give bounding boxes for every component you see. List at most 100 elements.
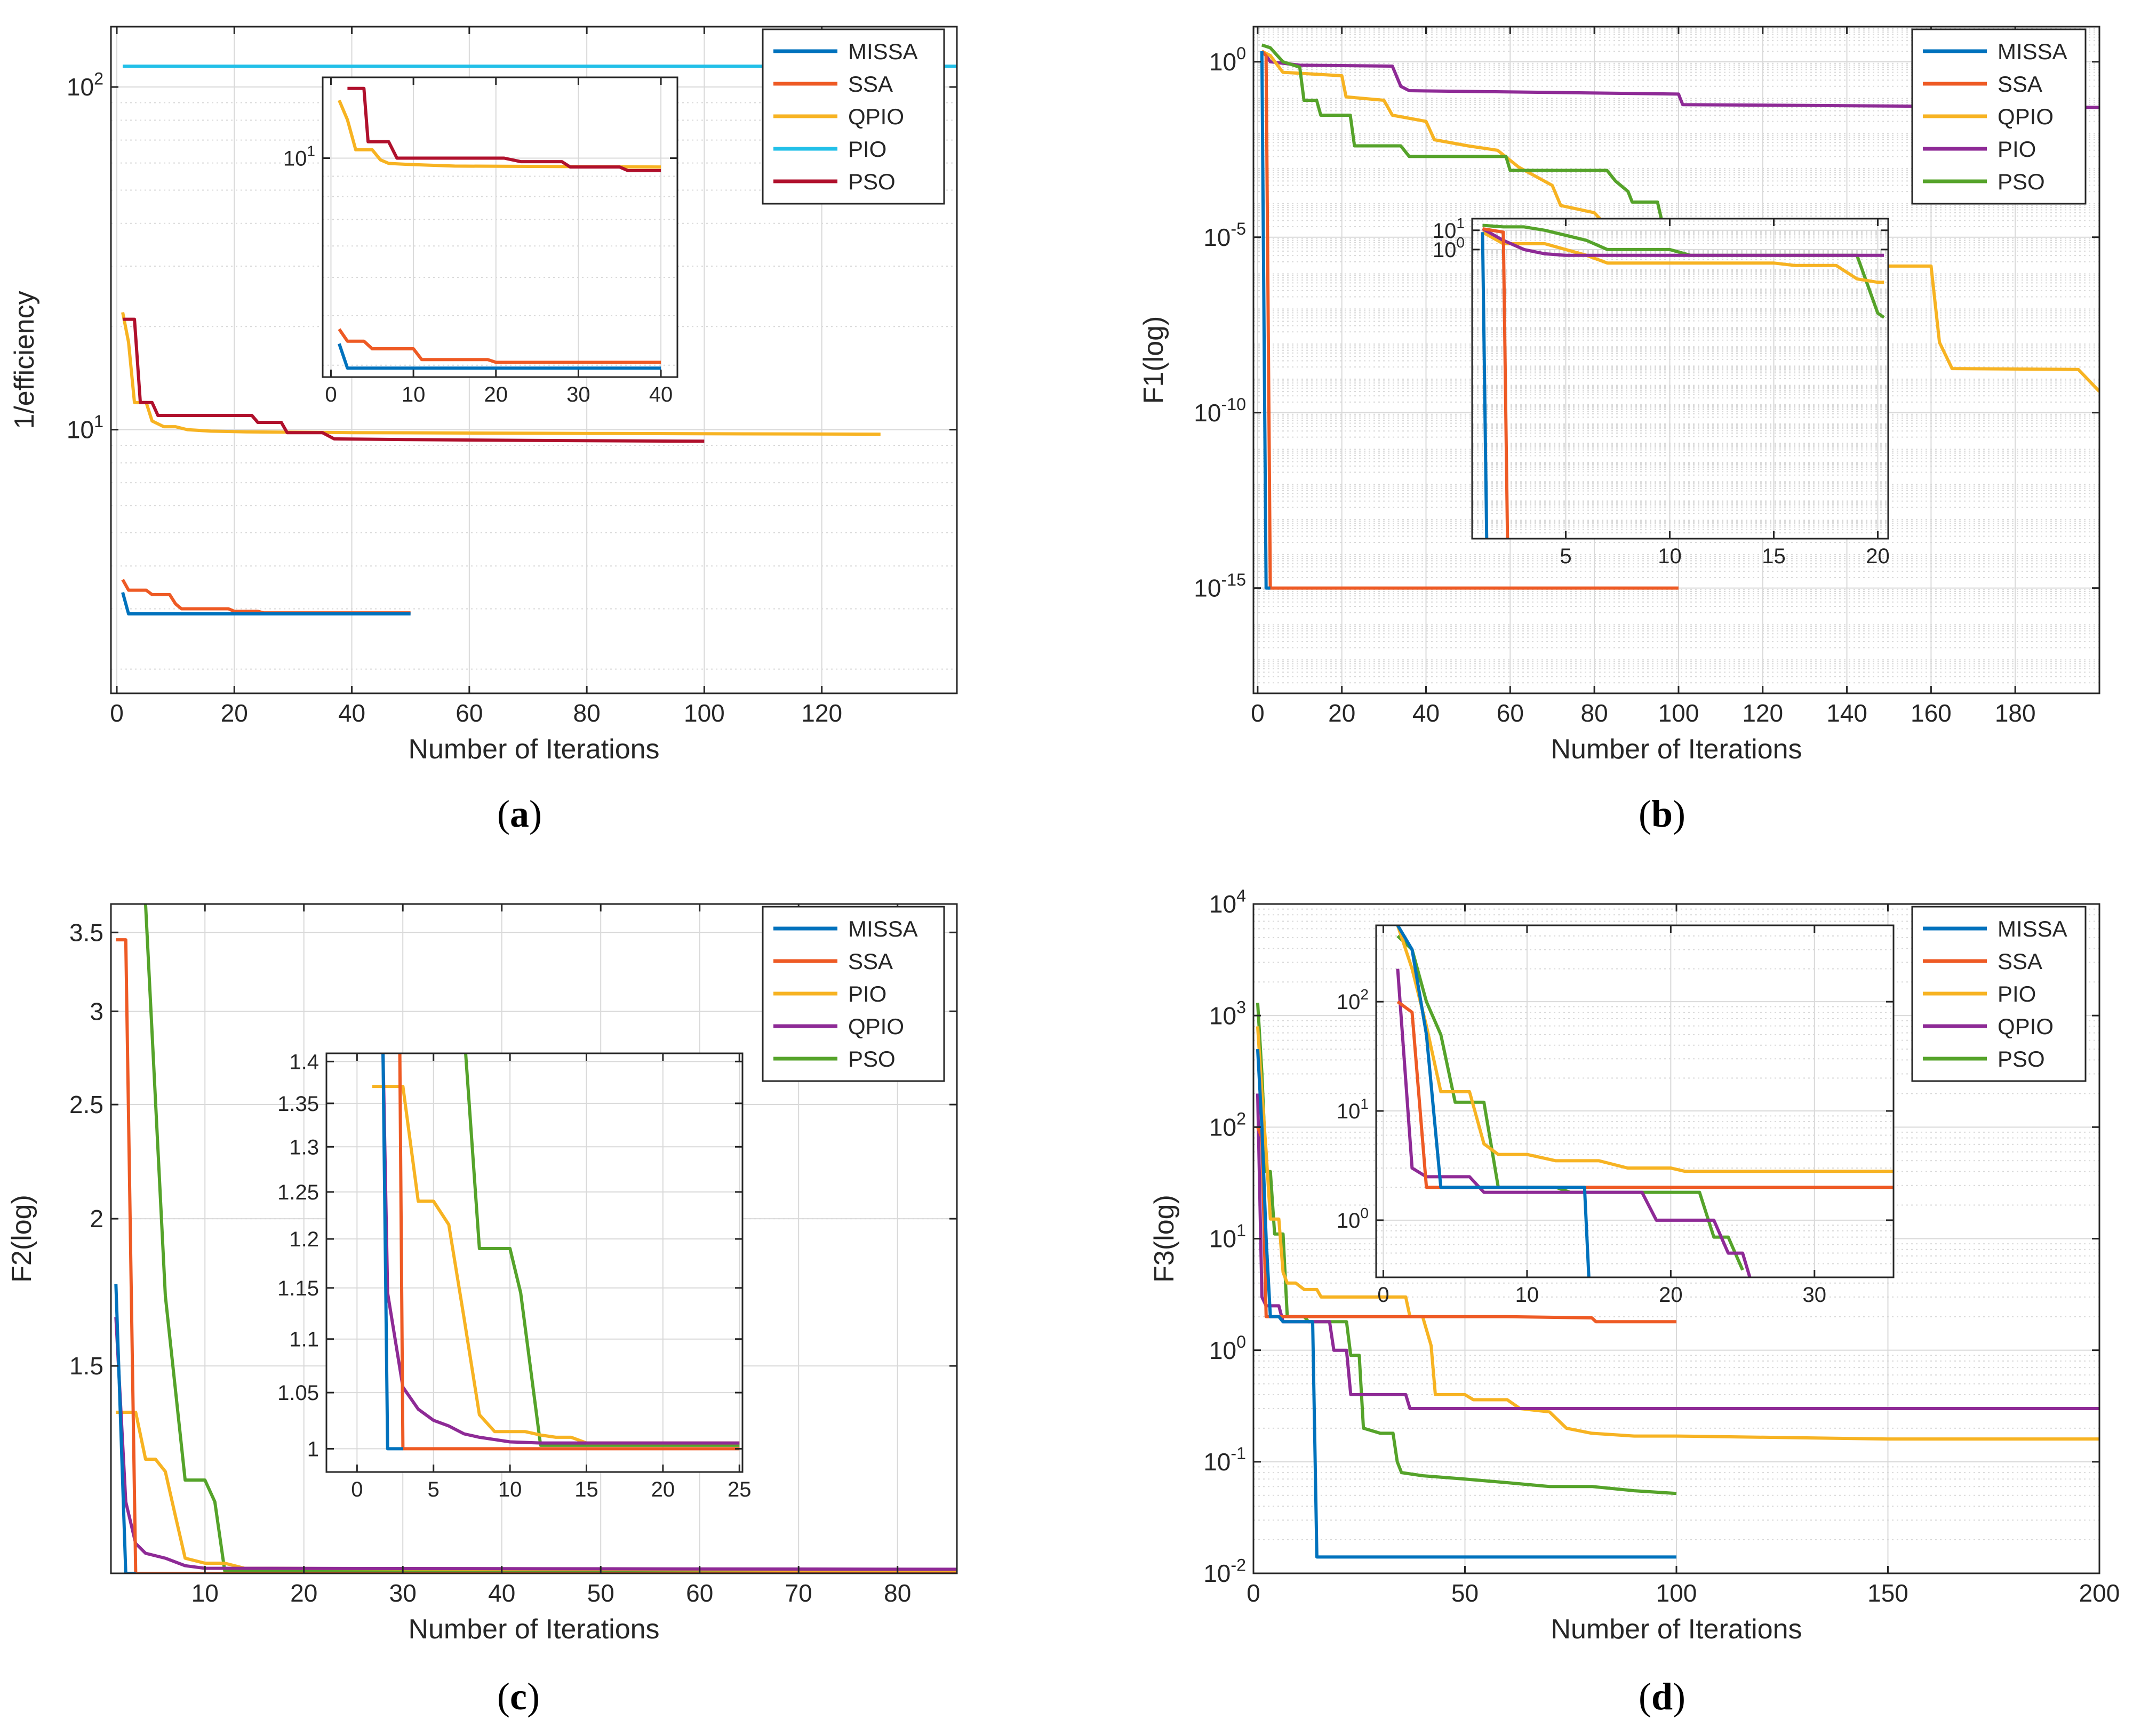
xtick-label: 0 xyxy=(351,1478,363,1501)
series-qpio-line xyxy=(1396,969,1752,1277)
xtick-label: 100 xyxy=(1658,699,1699,727)
ytick-label: 10-15 xyxy=(1194,570,1246,602)
series-group-c xyxy=(114,904,957,1573)
legend-entry-missa: MISSA xyxy=(848,39,918,64)
series-qpio-line xyxy=(1482,230,1884,284)
legend-entry-ssa: SSA xyxy=(848,71,893,97)
series-qpio-line xyxy=(338,99,661,169)
legend-entry-pio: PIO xyxy=(1998,981,2036,1006)
grid-d-inset xyxy=(1376,925,1894,1278)
xtick-label: 150 xyxy=(1867,1579,1908,1607)
xtick-label: 50 xyxy=(1451,1579,1479,1607)
ytick-label: 102 xyxy=(1209,1109,1246,1141)
legend-entry-missa: MISSA xyxy=(848,916,918,941)
ytick-label: 10-2 xyxy=(1203,1555,1246,1587)
ytick-label: 3 xyxy=(90,997,103,1025)
series-ssa-line xyxy=(121,579,411,615)
legend-entry-qpio: QPIO xyxy=(1998,1014,2054,1039)
xtick-label: 0 xyxy=(1377,1283,1389,1307)
legend-entry-pso: PSO xyxy=(1998,169,2045,194)
xtick-label: 15 xyxy=(1762,545,1786,568)
legend-c: MISSA SSA PIO QPIO PSO xyxy=(762,906,945,1082)
ytick-label: 2.5 xyxy=(69,1091,103,1118)
ytick-label: 1.4 xyxy=(289,1050,319,1074)
x-axis-label: Number of Iterations xyxy=(1551,734,1802,765)
xtick-label: 10 xyxy=(1658,545,1682,568)
ytick-label: 1.15 xyxy=(277,1277,319,1300)
xtick-label: 200 xyxy=(2079,1579,2120,1607)
x-axis-label: Number of Iterations xyxy=(408,734,659,765)
series-qpio-line xyxy=(1261,50,2099,393)
ytick-label: 101 xyxy=(283,143,315,171)
ytick-label: 104 xyxy=(1209,886,1246,918)
series-missa-line xyxy=(1260,51,1271,590)
xtick-label: 30 xyxy=(566,383,590,406)
ytick-label: 1.35 xyxy=(277,1092,319,1116)
xtick-label: 20 xyxy=(290,1579,317,1607)
legend-a: MISSA SSA QPIO PIO PSO xyxy=(762,28,945,205)
ytick-label: 102 xyxy=(67,69,103,101)
legend-d: MISSA SSA PIO QPIO PSO xyxy=(1911,906,2087,1082)
ytick-label: 1.3 xyxy=(289,1135,319,1159)
ytick-label: 101 xyxy=(1433,215,1465,243)
series-pso-line xyxy=(464,1053,740,1447)
series-pio-line xyxy=(1396,925,1894,1173)
y-axis-label: F2(log) xyxy=(6,1195,37,1283)
series-pso-line xyxy=(347,86,661,172)
axes-frame-c xyxy=(110,903,958,1574)
grid-b-inset xyxy=(1472,219,1888,539)
y-axis-label: F3(log) xyxy=(1149,1195,1180,1283)
series-qpio-line xyxy=(121,312,881,436)
series-missa-line xyxy=(114,1284,136,1573)
xtick-label: 70 xyxy=(785,1579,812,1607)
series-pso-line xyxy=(143,904,957,1573)
ytick-label: 10-5 xyxy=(1203,219,1246,251)
xtick-label: 20 xyxy=(1659,1283,1683,1307)
panel-d-inset: 0 10 20 30 100 101 102 xyxy=(1337,924,1895,1307)
xtick-label: 20 xyxy=(1866,545,1890,568)
panel-c-inset: 0 5 10 15 20 25 1 1.05 1.1 1.15 1.2 1.25 1.3 1.35 1.4 xyxy=(277,1050,751,1501)
ytick-label: 10-1 xyxy=(1203,1444,1246,1476)
xtick-label: 80 xyxy=(1581,699,1608,727)
ytick-label: 100 xyxy=(1209,44,1246,76)
series-pso-line xyxy=(123,317,705,443)
series-group-a-inset xyxy=(338,86,661,370)
axes-frame-c-inset xyxy=(325,1052,744,1473)
xtick-label: 160 xyxy=(1911,699,1952,727)
legend-entry-ssa: SSA xyxy=(1998,949,2042,974)
xtick-label: 20 xyxy=(221,699,248,727)
series-missa-line xyxy=(1256,1049,1676,1559)
xtick-label: 0 xyxy=(1251,699,1265,727)
xtick-label: 0 xyxy=(1247,1579,1260,1607)
ytick-label: 10-10 xyxy=(1194,395,1246,427)
legend-entry-pso: PSO xyxy=(848,1046,896,1071)
series-pio-line xyxy=(1260,50,2099,109)
series-ssa-line xyxy=(1396,1000,1894,1189)
xtick-label: 10 xyxy=(402,383,426,406)
xtick-label: 20 xyxy=(1328,699,1355,727)
ytick-label: 2 xyxy=(90,1205,103,1233)
legend-entry-qpio: QPIO xyxy=(848,104,904,129)
grid-a-inset xyxy=(323,77,677,377)
ytick-label: 102 xyxy=(1337,986,1369,1014)
ytick-label: 101 xyxy=(67,412,103,444)
legend-entry-qpio: QPIO xyxy=(1998,104,2054,129)
ytick-label: 100 xyxy=(1433,234,1465,262)
xtick-label: 20 xyxy=(484,383,508,406)
xtick-label: 60 xyxy=(1497,699,1524,727)
ytick-label: 1.25 xyxy=(277,1181,319,1204)
xtick-label: 140 xyxy=(1826,699,1867,727)
series-pso-line xyxy=(1261,43,1679,222)
xtick-label: 120 xyxy=(801,699,842,727)
series-group-b xyxy=(1260,43,2099,590)
axes-frame-d-inset xyxy=(1375,924,1895,1278)
ytick-label: 100 xyxy=(1337,1205,1369,1233)
xtick-label: 80 xyxy=(884,1579,911,1607)
axes-frame-b xyxy=(1252,26,2100,694)
xtick-label: 40 xyxy=(488,1579,515,1607)
xtick-label: 10 xyxy=(191,1579,219,1607)
x-axis-label: Number of Iterations xyxy=(408,1614,659,1645)
series-pso-line xyxy=(1256,1003,1677,1495)
xtick-label: 60 xyxy=(456,699,483,727)
